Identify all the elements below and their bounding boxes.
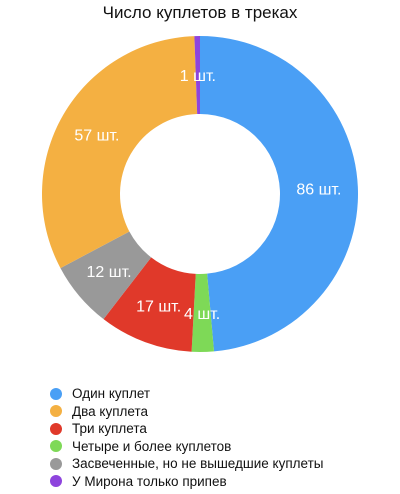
legend-label: У Мирона только припев [72, 473, 227, 489]
slice-label-три-куплета: 17 шт. [136, 299, 181, 316]
chart-legend: Один куплет Два куплета Три куплета Четыре … [50, 385, 323, 490]
slice-три-куплета [103, 257, 196, 352]
slice-label-у-мирона-только-припев: 1 шт. [180, 68, 216, 85]
slice-засвеченные-но-не-вышедшие-куплеты [60, 231, 152, 320]
slice-четыре-и-более-куплетов [191, 273, 215, 352]
legend-dot-icon [50, 440, 62, 453]
legend-dot-icon [50, 457, 62, 470]
legend-label: Два куплета [72, 403, 149, 419]
slice-у-мирона-только-припев [194, 36, 200, 115]
slice-label-один-куплет: 86 шт. [296, 182, 341, 199]
slice-label-два-куплета: 57 шт. [74, 128, 119, 145]
slice-два-куплета [41, 36, 198, 269]
legend-label: Один куплет [72, 386, 151, 402]
legend-item-засвеченные-но-не-вышедшие-куплеты: Засвеченные, но не вышедшие куплеты [50, 455, 323, 473]
legend-item-четыре-и-более-куплетов: Четыре и более куплетов [50, 438, 323, 456]
legend-item-один-куплет: Один куплет [50, 385, 323, 403]
slice-label-четыре-и-более-куплетов: 4 шт. [184, 306, 220, 323]
legend-item-два-куплета: Два куплета [50, 403, 323, 421]
legend-label: Три куплета [72, 421, 147, 437]
legend-dot-icon [50, 422, 62, 435]
legend-item-три-куплета: Три куплета [50, 420, 323, 438]
slice-один-куплет [200, 36, 359, 352]
legend-item-у-мирона-только-припев: У Мирона только припев [50, 473, 323, 491]
legend-label: Четыре и более куплетов [72, 438, 232, 454]
slice-label-засвеченные-но-не-вышедшие-куплеты: 12 шт. [87, 264, 132, 281]
chart-title: Число куплетов в треках [102, 3, 298, 22]
legend-dot-icon [50, 475, 62, 488]
legend-dot-icon [50, 405, 62, 418]
legend-label: Засвеченные, но не вышедшие куплеты [72, 456, 324, 472]
legend-dot-icon [50, 387, 62, 400]
